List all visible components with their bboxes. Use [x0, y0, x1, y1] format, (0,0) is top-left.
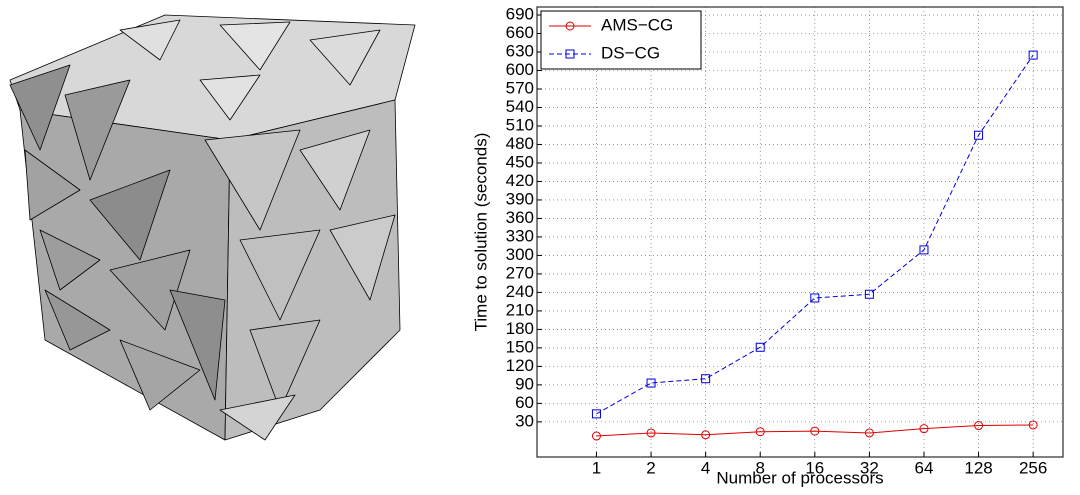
x-tick-label: 8	[755, 458, 764, 477]
x-tick-label: 16	[805, 458, 824, 477]
legend-marker	[565, 49, 575, 59]
y-tick-label: 330	[506, 226, 534, 245]
tet	[329, 214, 396, 301]
tet	[24, 149, 81, 221]
y-tick-label: 360	[506, 208, 534, 227]
tet	[109, 249, 191, 331]
tet	[239, 229, 321, 321]
data-point	[646, 378, 656, 388]
y-tick-label: 180	[506, 319, 534, 338]
y-tick-label: 270	[506, 263, 534, 282]
data-point	[919, 245, 929, 255]
tet	[119, 19, 181, 61]
data-point	[701, 430, 711, 440]
y-tick-label: 660	[506, 23, 534, 42]
tet	[299, 129, 371, 211]
y-tick-label: 420	[506, 171, 534, 190]
y-tick-label: 60	[515, 393, 534, 412]
y-tick-label: 690	[506, 4, 534, 23]
x-tick-label: 128	[964, 458, 992, 477]
legend-box	[540, 10, 702, 70]
x-tick-label: 256	[1019, 458, 1047, 477]
data-point	[919, 424, 929, 434]
y-tick-label: 240	[506, 282, 534, 301]
data-point	[974, 130, 984, 140]
data-point	[755, 427, 765, 437]
tet	[89, 169, 171, 261]
y-tick-label: 150	[506, 337, 534, 356]
y-tick-label: 210	[506, 300, 534, 319]
data-point	[646, 428, 656, 438]
tet	[9, 64, 71, 151]
data-point	[591, 409, 601, 419]
tet	[39, 229, 101, 291]
y-tick-label: 300	[506, 245, 534, 264]
data-point	[864, 428, 874, 438]
y-tick-label: 600	[506, 60, 534, 79]
y-tick-label: 570	[506, 78, 534, 97]
x-tick-label: 64	[915, 458, 934, 477]
y-tick-label: 480	[506, 134, 534, 153]
x-tick-label: 1	[592, 458, 601, 477]
series-line	[596, 54, 1034, 415]
y-tick-label: 540	[506, 97, 534, 116]
data-point	[810, 426, 820, 436]
y-tick-label: 390	[506, 189, 534, 208]
tet	[219, 394, 296, 441]
data-point	[1028, 420, 1038, 430]
data-point	[591, 431, 601, 441]
series-line	[596, 424, 1034, 437]
legend-label: AMS−CG	[601, 15, 673, 34]
data-point	[701, 374, 711, 384]
tetrahedra-cube	[9, 14, 416, 441]
tet	[204, 129, 301, 231]
data-point	[755, 342, 765, 352]
y-tick-label: 450	[506, 152, 534, 171]
y-tick-label: 90	[515, 374, 534, 393]
x-tick-label: 2	[646, 458, 655, 477]
tet	[64, 79, 131, 181]
tet	[219, 21, 291, 71]
x-tick-label: 32	[860, 458, 879, 477]
data-point	[864, 289, 874, 299]
y-tick-label: 510	[506, 115, 534, 134]
tet	[169, 289, 226, 401]
tet	[309, 29, 381, 86]
data-point	[1028, 50, 1038, 60]
legend-marker	[565, 21, 575, 31]
y-tick-label: 630	[506, 41, 534, 60]
x-axis-label: Number of processors	[716, 468, 883, 487]
tet	[44, 289, 111, 351]
tet	[199, 74, 261, 121]
tet	[119, 339, 201, 411]
tet	[249, 319, 321, 411]
legend-label: DS−CG	[601, 43, 660, 62]
plot-area	[536, 6, 1064, 458]
y-axis-label: Time to solution (seconds)	[471, 133, 490, 332]
data-point	[810, 293, 820, 303]
x-tick-label: 4	[701, 458, 710, 477]
y-tick-label: 120	[506, 356, 534, 375]
data-point	[974, 421, 984, 431]
y-tick-label: 30	[515, 411, 534, 430]
